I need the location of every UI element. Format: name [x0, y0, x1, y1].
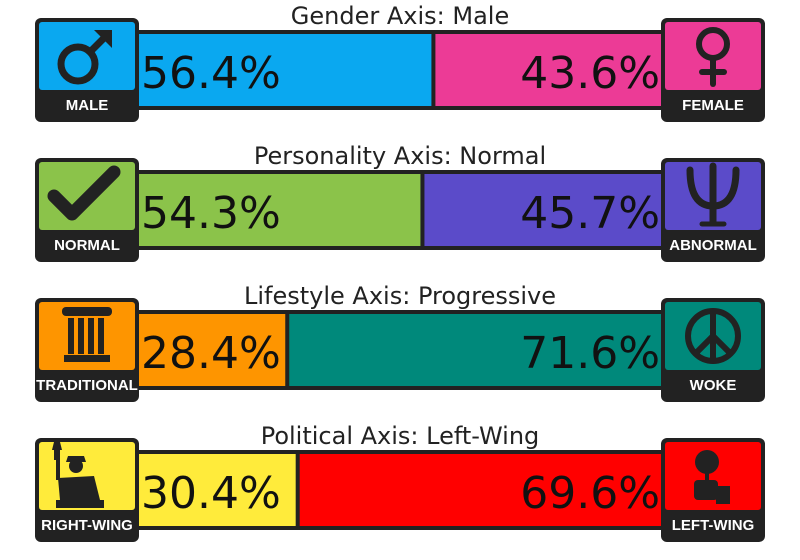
male-icon [57, 30, 112, 85]
right-bar [422, 174, 661, 246]
axis-title: Personality Axis: Normal [254, 142, 546, 170]
left-label: MALE [66, 97, 109, 114]
left-bar [139, 34, 434, 106]
icons [47, 27, 741, 508]
left-label: TRADITIONAL [36, 377, 138, 394]
right-percent: 71.6% [520, 328, 660, 379]
right-label: LEFT-WING [672, 517, 755, 534]
divider [420, 174, 425, 246]
divider [431, 34, 436, 106]
right-percent: 45.7% [520, 188, 660, 239]
right-label: WOKE [690, 377, 737, 394]
check-icon [47, 165, 121, 221]
left-bar [139, 174, 423, 246]
left-percent: 56.4% [141, 48, 281, 99]
axis-title: Lifestyle Axis: Progressive [244, 282, 556, 310]
right-bar [297, 454, 661, 526]
divider [295, 454, 300, 526]
female-icon [696, 27, 730, 87]
psi-icon [686, 162, 740, 227]
right-box-fill [665, 442, 761, 510]
rose-icon [694, 450, 730, 504]
peace-icon [685, 308, 741, 364]
axis-title: Political Axis: Left-Wing [261, 422, 540, 450]
column-icon [62, 307, 112, 362]
left-percent: 54.3% [141, 188, 281, 239]
right-label: ABNORMAL [669, 237, 757, 254]
left-percent: 28.4% [141, 328, 281, 379]
statue-icon [52, 442, 104, 508]
right-bar [433, 34, 661, 106]
right-label: FEMALE [682, 97, 744, 114]
right-bar [287, 314, 661, 386]
divider [285, 314, 290, 386]
left-bar [139, 314, 288, 386]
left-label: NORMAL [54, 237, 120, 254]
left-bar [139, 454, 298, 526]
left-box-fill [39, 302, 135, 370]
left-label: RIGHT-WING [41, 517, 133, 534]
axis-title: Gender Axis: Male [291, 2, 509, 30]
right-percent: 43.6% [520, 48, 660, 99]
right-percent: 69.6% [520, 468, 660, 519]
left-percent: 30.4% [141, 468, 281, 519]
